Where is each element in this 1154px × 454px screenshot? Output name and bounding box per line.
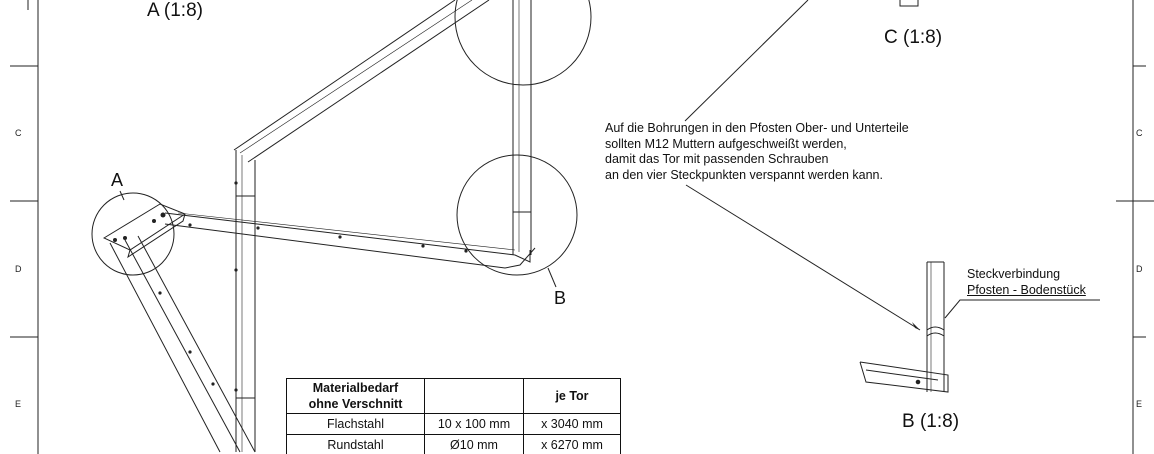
- leader-b: [547, 267, 557, 288]
- bottom-rear-bar: [164, 212, 536, 269]
- callout-line-2: Pfosten - Bodenstück: [967, 282, 1086, 297]
- zone-ticks-left: [10, 65, 38, 338]
- detail-view-b: [859, 261, 949, 393]
- bolt-holes: [113, 181, 468, 392]
- detail-marker-b: B: [554, 288, 567, 308]
- note-arrowhead: [912, 322, 920, 330]
- front-post: [235, 150, 256, 452]
- note-line: damit das Tor mit passenden Schrauben: [605, 152, 829, 166]
- detail-circle-a: [91, 192, 175, 276]
- zone-left-d: D: [15, 264, 22, 274]
- zone-right-d: D: [1136, 264, 1143, 274]
- zone-right-c: C: [1136, 128, 1143, 138]
- zone-left-c: C: [15, 128, 22, 138]
- view-label-a-top: A (1:8): [147, 0, 203, 21]
- note-leader-bottom: [685, 184, 921, 331]
- detail-c-part: [899, 0, 919, 7]
- note-line: Auf die Bohrungen in den Pfosten Ober- u…: [605, 121, 909, 135]
- callout-leader: [944, 299, 1100, 319]
- top-crossbar: [233, 0, 490, 163]
- header-dimension: [424, 378, 524, 414]
- zone-right-e: E: [1136, 399, 1143, 409]
- cell-dimension: 10 x 100 mm: [424, 413, 524, 435]
- table-row: Flachstahl 10 x 100 mm x 3040 mm: [286, 413, 621, 435]
- corner-plate: [102, 203, 187, 259]
- cell-material: Flachstahl: [286, 413, 425, 435]
- view-label-b: B (1:8): [902, 411, 960, 432]
- leader-a: [119, 190, 125, 201]
- note-line: sollten M12 Muttern aufgeschweißt werden…: [605, 136, 847, 151]
- rear-post: [512, 0, 532, 255]
- cell-length: x 6270 mm: [523, 434, 621, 454]
- side-ground-bar: [109, 235, 256, 453]
- zone-left-e: E: [15, 399, 22, 409]
- cell-dimension: Ø10 mm: [424, 434, 524, 454]
- material-table-header: Materialbedarf ohne Verschnitt je Tor: [286, 378, 621, 414]
- header-material: Materialbedarf ohne Verschnitt: [286, 378, 425, 414]
- detail-marker-a: A: [111, 170, 124, 190]
- cell-material: Rundstahl: [286, 434, 425, 454]
- callout-line-1: Steckverbindung: [967, 267, 1061, 281]
- note-line: an den vier Steckpunkten verspannt werde…: [605, 167, 883, 182]
- material-table: Materialbedarf ohne Verschnitt je Tor Fla…: [286, 378, 621, 454]
- table-row: Rundstahl Ø10 mm x 6270 mm: [286, 434, 621, 454]
- detail-circle-c: [454, 0, 592, 86]
- connection-callout: Steckverbindung Pfosten - Bodenstück: [967, 267, 1086, 298]
- header-per-goal: je Tor: [523, 378, 621, 414]
- zone-ticks-right: [1116, 65, 1154, 338]
- view-label-c: C (1:8): [884, 27, 943, 48]
- cell-length: x 3040 mm: [523, 413, 621, 435]
- detail-circle-b: [456, 154, 578, 276]
- weld-note: Auf die Bohrungen in den Pfosten Ober- u…: [605, 121, 909, 183]
- note-leader-top: [684, 0, 809, 122]
